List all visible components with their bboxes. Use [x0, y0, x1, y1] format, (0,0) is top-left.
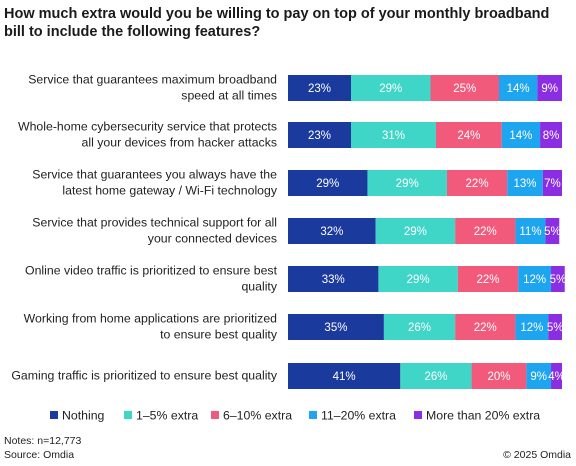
legend-swatch: [211, 411, 219, 419]
bar-segment: [288, 363, 401, 389]
bar-segment: [455, 218, 516, 244]
value-label: 23%: [308, 130, 331, 142]
value-label: 5%: [550, 274, 567, 286]
value-label: 11%: [519, 226, 541, 238]
bar-segment: [471, 363, 527, 389]
bar-segment: [540, 122, 562, 148]
value-label: 7%: [544, 178, 561, 190]
value-label: 13%: [513, 178, 536, 190]
value-label: 23%: [308, 83, 331, 95]
value-label: 41%: [333, 371, 356, 383]
legend-swatch: [309, 411, 317, 419]
category-label: Gaming traffic is prioritized to ensure …: [11, 368, 277, 382]
bar-segment: [551, 363, 562, 389]
category-label: Working from home applications are prior…: [24, 311, 277, 325]
value-label: 35%: [324, 322, 347, 334]
chart-title: bill to include the following features?: [4, 24, 260, 40]
bar-segment: [351, 75, 431, 101]
category-label: latest home gateway / Wi-Fi technology: [62, 183, 277, 197]
bar-segment: [288, 75, 352, 101]
bar-segment: [288, 266, 379, 292]
value-label: 29%: [404, 226, 427, 238]
source: Source: Omdia: [4, 449, 74, 461]
legend-swatch: [50, 411, 58, 419]
value-label: 4%: [548, 371, 565, 383]
category-label: your connected devices: [148, 231, 277, 245]
legend-label: More than 20% extra: [426, 408, 540, 422]
legend-label: Nothing: [62, 408, 105, 422]
bar-segment: [383, 314, 456, 340]
value-label: 9%: [541, 83, 558, 95]
value-label: 25%: [453, 83, 476, 95]
value-label: 14%: [509, 130, 532, 142]
value-label: 29%: [407, 274, 430, 286]
bar-segment: [400, 363, 472, 389]
bar-segment: [545, 218, 560, 244]
value-label: 26%: [408, 322, 431, 334]
value-label: 29%: [396, 178, 419, 190]
bar-segment: [288, 122, 352, 148]
category-label: Service that guarantees maximum broadban…: [28, 72, 277, 86]
bar-segment: [288, 170, 368, 196]
bar-segment: [515, 218, 546, 244]
bar-segment: [446, 170, 508, 196]
bar-segment: [542, 170, 562, 196]
bar-segment: [367, 170, 447, 196]
bar-segment: [375, 218, 456, 244]
bar-segment: [498, 75, 538, 101]
bar-segment: [515, 314, 549, 340]
value-label: 22%: [474, 322, 497, 334]
value-label: 33%: [322, 274, 345, 286]
value-label: 9%: [530, 371, 547, 383]
bar-segment: [457, 266, 519, 292]
value-label: 31%: [382, 130, 405, 142]
legend-swatch: [414, 411, 422, 419]
bar-segment: [526, 363, 552, 389]
value-label: 12%: [520, 322, 543, 334]
value-label: 29%: [316, 178, 339, 190]
value-label: 5%: [544, 226, 561, 238]
value-label: 29%: [379, 83, 402, 95]
legend-swatch: [124, 411, 132, 419]
category-label: to ensure best quality: [160, 327, 278, 341]
legend-label: 11–20% extra: [321, 408, 396, 422]
bar-segment: [430, 75, 499, 101]
bar-segment: [507, 170, 543, 196]
bar-segment: [435, 122, 502, 148]
bar-segment: [351, 122, 436, 148]
value-label: 20%: [487, 371, 510, 383]
notes: Notes: n=12,773: [4, 435, 82, 447]
value-label: 32%: [320, 226, 343, 238]
legend-label: 1–5% extra: [136, 408, 198, 422]
bar-segment: [455, 314, 516, 340]
category-label: quality: [241, 279, 277, 293]
bar-segment: [378, 266, 458, 292]
value-label: 22%: [474, 226, 497, 238]
value-label: 22%: [477, 274, 500, 286]
category-label: Whole-home cybersecurity service that pr…: [18, 119, 277, 133]
bar-segment: [288, 218, 376, 244]
value-label: 14%: [507, 83, 530, 95]
bar-segment: [548, 314, 562, 340]
value-label: 22%: [466, 178, 489, 190]
legend-label: 6–10% extra: [223, 408, 292, 422]
bar-segment: [518, 266, 552, 292]
value-label: 26%: [424, 371, 447, 383]
copyright: © 2025 Omdia: [503, 449, 571, 461]
value-label: 24%: [457, 130, 480, 142]
bar-segment: [501, 122, 541, 148]
category-label: speed at all times: [181, 88, 277, 102]
category-label: Online video traffic is prioritized to e…: [25, 263, 278, 277]
value-label: 8%: [543, 130, 560, 142]
bar-segment: [551, 266, 565, 292]
category-label: Service that guarantees you always have …: [32, 167, 277, 181]
value-label: 12%: [523, 274, 546, 286]
bar-segment: [537, 75, 562, 101]
chart-title: How much extra would you be willing to p…: [4, 6, 549, 22]
category-label: all your devices from hacker attacks: [82, 135, 277, 149]
category-label: Service that provides technical support …: [32, 215, 277, 229]
bar-segment: [288, 314, 384, 340]
value-label: 5%: [547, 322, 564, 334]
